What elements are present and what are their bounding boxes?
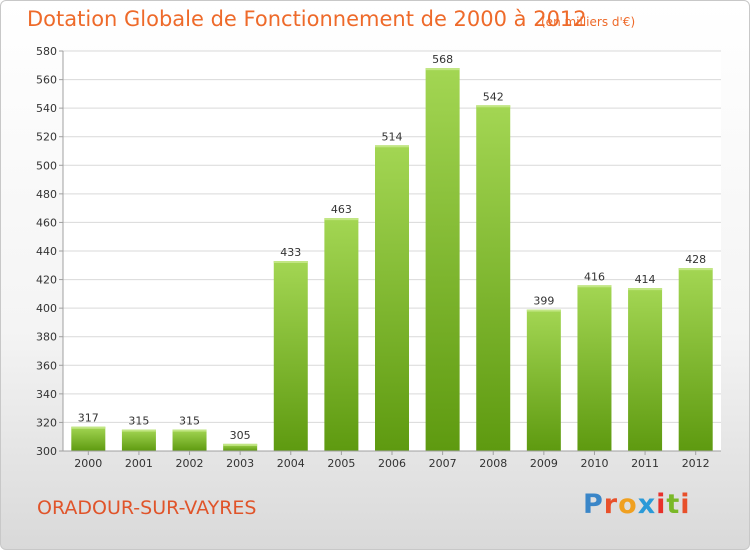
data-label: 433 [280, 246, 301, 259]
x-tick-label: 2012 [682, 457, 710, 470]
bar-top-highlight [476, 105, 511, 108]
data-label: 414 [635, 273, 656, 286]
x-tick-label: 2006 [378, 457, 406, 470]
data-label: 315 [128, 415, 149, 428]
data-label: 399 [533, 295, 554, 308]
bar-top-highlight [425, 68, 460, 71]
bar-top-highlight [223, 443, 258, 446]
logo-letter: r [603, 489, 619, 520]
x-tick-label: 2002 [176, 457, 204, 470]
x-tick-label: 2005 [327, 457, 355, 470]
y-tick-label: 420 [36, 274, 57, 287]
y-tick-label: 500 [36, 159, 57, 172]
bar-2011 [628, 288, 663, 451]
bar-2002 [172, 429, 207, 451]
bar-top-highlight [273, 261, 308, 263]
proxiti-logo[interactable]: Proxiti [583, 489, 691, 520]
x-tick-label: 2010 [580, 457, 608, 470]
bar-2008 [476, 105, 511, 452]
data-label: 317 [78, 412, 99, 425]
y-tick-label: 480 [36, 188, 57, 201]
bar-2009 [526, 309, 561, 451]
x-tick-label: 2009 [530, 457, 558, 470]
y-tick-label: 440 [36, 245, 57, 258]
bar-2007 [425, 68, 460, 452]
logo-letter: P [583, 489, 604, 520]
city-name: ORADOUR-SUR-VAYRES [37, 497, 257, 519]
bar-2012 [678, 268, 713, 451]
x-tick-label: 2004 [277, 457, 305, 470]
data-label: 542 [483, 90, 504, 103]
y-tick-label: 300 [36, 445, 57, 458]
data-label: 428 [685, 253, 706, 266]
bar-top-highlight [678, 268, 713, 271]
bar-2010 [577, 285, 612, 451]
y-tick-label: 360 [36, 359, 57, 372]
bar-2005 [324, 218, 359, 451]
bar-top-highlight [577, 285, 612, 288]
bar-2004 [273, 261, 308, 451]
logo-letter: i [656, 489, 667, 520]
bar-top-highlight [375, 145, 409, 148]
chart-title: Dotation Globale de Fonctionnement de 20… [27, 7, 587, 31]
y-tick-label: 320 [36, 416, 57, 429]
y-tick-label: 380 [36, 331, 57, 344]
y-tick-label: 580 [36, 45, 57, 58]
chart-subtitle: (en milliers d'€) [541, 15, 636, 29]
y-tick-label: 460 [36, 216, 57, 229]
bar-2006 [375, 145, 409, 452]
bar-top-highlight [71, 426, 106, 429]
bar-top-highlight [526, 309, 561, 312]
logo-letter: o [618, 489, 638, 520]
data-label: 514 [382, 130, 403, 143]
bar-top-highlight [324, 218, 359, 221]
x-tick-label: 2008 [479, 457, 507, 470]
bar-top-highlight [172, 429, 207, 432]
data-label: 416 [584, 270, 605, 283]
data-label: 568 [432, 53, 453, 66]
y-tick-label: 340 [36, 388, 57, 401]
logo-letter: t [666, 489, 681, 520]
x-tick-label: 2011 [631, 457, 659, 470]
logo-letter: x [637, 489, 657, 520]
x-tick-label: 2000 [74, 457, 102, 470]
bar-2003 [223, 443, 258, 451]
bar-top-highlight [628, 288, 663, 291]
y-tick-label: 540 [36, 102, 57, 115]
x-tick-label: 2001 [125, 457, 153, 470]
bar-2000 [71, 426, 106, 451]
bar-2001 [121, 429, 156, 451]
data-label: 315 [179, 415, 200, 428]
y-tick-label: 520 [36, 131, 57, 144]
data-label: 305 [230, 429, 251, 442]
logo-letter: i [680, 489, 691, 520]
y-tick-label: 400 [36, 302, 57, 315]
data-label: 463 [331, 203, 352, 216]
x-tick-label: 2003 [226, 457, 254, 470]
bar-top-highlight [121, 429, 156, 432]
x-tick-label: 2007 [429, 457, 457, 470]
y-tick-label: 560 [36, 74, 57, 87]
